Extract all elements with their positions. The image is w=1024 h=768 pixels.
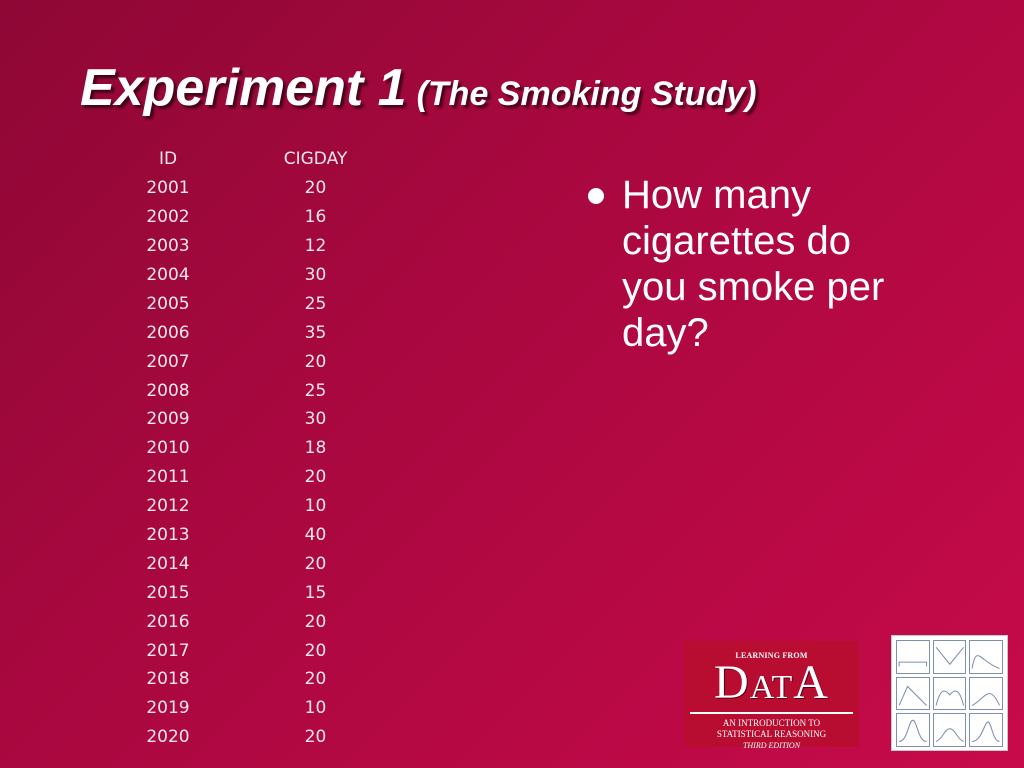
slide-title: Experiment 1 (The Smoking Study)	[80, 58, 757, 118]
table-row: 2005 25	[118, 289, 413, 318]
bullet-dot-icon	[588, 188, 604, 204]
cigday-cell: 10	[304, 496, 327, 517]
distribution-shapes-logo	[891, 635, 1008, 751]
table-row: 2015 15	[118, 578, 413, 607]
cigday-cell: 25	[304, 380, 327, 401]
id-cell: 2020	[146, 727, 190, 748]
data-table: ID CIGDAY 2001 20 2002 16 2003 12 2004 30 20…	[118, 145, 413, 752]
id-cell: 2018	[146, 669, 190, 690]
cigday-cell: 25	[304, 293, 327, 314]
cigday-cell: 20	[304, 611, 327, 632]
book-logo-divider	[690, 712, 853, 714]
table-row: 2008 25	[118, 376, 413, 405]
book-logo-letters-at: AT	[749, 669, 794, 706]
table-row: 2007 20	[118, 347, 413, 376]
book-logo-top-line: LEARNING FROM	[735, 651, 808, 660]
id-cell: 2008	[146, 380, 190, 401]
cigday-cell: 15	[304, 582, 327, 603]
id-cell: 2014	[146, 553, 190, 574]
cigday-cell: 20	[304, 467, 327, 488]
cigday-cell: 20	[304, 553, 327, 574]
cigday-cell: 18	[304, 438, 327, 459]
table-row: 2020 20	[118, 723, 413, 752]
id-cell: 2002	[146, 207, 190, 228]
table-row: 2006 35	[118, 318, 413, 347]
table-row: 2018 20	[118, 665, 413, 694]
book-cover-logo: LEARNING FROM DATA AN INTRODUCTION TO ST…	[684, 641, 859, 750]
id-cell: 2003	[146, 236, 190, 257]
id-cell: 2011	[146, 467, 190, 488]
bullet-text: How many cigarettes do you smoke per day…	[622, 173, 885, 355]
table-row: 2009 30	[118, 405, 413, 434]
table-row: 2004 30	[118, 261, 413, 290]
id-cell: 2005	[146, 293, 190, 314]
title-main: Experiment 1	[80, 59, 407, 117]
cigday-cell: 16	[304, 207, 327, 228]
title-subtitle: (The Smoking Study)	[416, 75, 757, 113]
table-row: 2001 20	[118, 174, 413, 203]
cigday-cell: 20	[304, 178, 327, 199]
table-row: 2010 18	[118, 434, 413, 463]
id-cell: 2012	[146, 496, 190, 517]
cigday-cell: 20	[304, 727, 327, 748]
flat-peak-shape-icon	[932, 713, 967, 748]
id-cell: 2001	[146, 178, 190, 199]
u-shape-icon	[932, 640, 967, 674]
id-cell: 2017	[146, 640, 190, 661]
table-row: 2011 20	[118, 463, 413, 492]
normal-shape-icon	[896, 713, 930, 748]
cigday-cell: 35	[304, 322, 327, 343]
book-logo-line3: THIRD EDITION	[742, 741, 801, 750]
cigday-cell: 20	[304, 669, 327, 690]
table-row: 2002 16	[118, 203, 413, 232]
book-logo-letter-d: D	[714, 656, 750, 709]
id-cell: 2019	[146, 698, 190, 719]
cigday-cell: 20	[304, 640, 327, 661]
cigday-cell: 30	[304, 409, 327, 430]
cigday-cell: 20	[304, 351, 327, 372]
cigday-cell: 12	[304, 236, 327, 257]
table-row: 2016 20	[118, 607, 413, 636]
column-header-id: ID	[158, 149, 178, 170]
bullet-question: How many cigarettes do you smoke per day…	[588, 172, 908, 356]
table-header-row: ID CIGDAY	[118, 145, 413, 174]
left-skew-shape-icon	[969, 676, 1003, 711]
id-cell: 2009	[146, 409, 190, 430]
table-row: 2012 10	[118, 492, 413, 521]
uniform-shape-icon	[896, 640, 930, 674]
cigday-cell: 10	[304, 698, 327, 719]
table-row: 2014 20	[118, 549, 413, 578]
id-cell: 2013	[146, 525, 190, 546]
id-cell: 2015	[146, 582, 190, 603]
book-logo-letter-a: A	[793, 656, 829, 709]
id-cell: 2010	[146, 438, 190, 459]
bimodal-shape-icon	[932, 676, 967, 711]
table-row: 2003 12	[118, 232, 413, 261]
table-row: 2013 40	[118, 521, 413, 550]
triangle-shape-icon	[896, 676, 930, 711]
id-cell: 2007	[146, 351, 190, 372]
book-logo-line1: AN INTRODUCTION TO	[722, 718, 821, 728]
cigday-cell: 40	[304, 525, 327, 546]
table-row: 2017 20	[118, 636, 413, 665]
peaked-shape-icon	[969, 713, 1003, 748]
book-logo-line2: STATISTICAL REASONING	[716, 729, 827, 739]
right-skew-shape-icon	[969, 640, 1003, 674]
id-cell: 2004	[146, 265, 190, 285]
table-row: 2019 10	[118, 694, 413, 723]
book-logo-word: DATA	[684, 659, 859, 710]
cigday-cell: 30	[304, 265, 327, 285]
id-cell: 2006	[146, 322, 190, 343]
column-header-cigday: CIGDAY	[283, 149, 348, 170]
id-cell: 2016	[146, 611, 190, 632]
